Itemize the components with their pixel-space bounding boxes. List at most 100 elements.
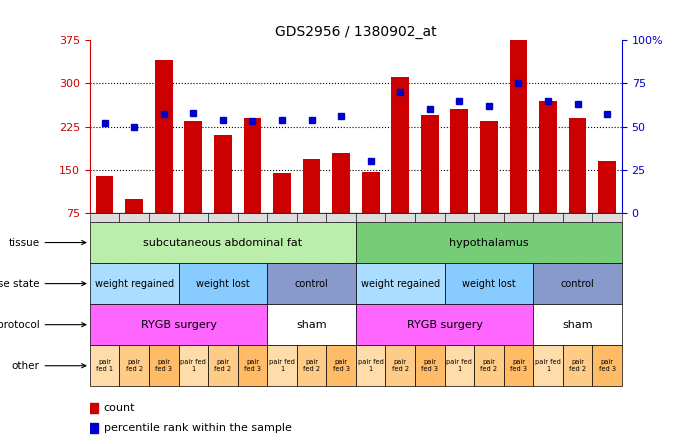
Text: pair
fed 3: pair fed 3: [332, 359, 350, 372]
Text: pair
fed 3: pair fed 3: [155, 359, 172, 372]
Bar: [451, 109, 468, 213]
Bar: [444, 345, 474, 386]
Text: pair
fed 2: pair fed 2: [303, 359, 320, 372]
Title: GDS2956 / 1380902_at: GDS2956 / 1380902_at: [275, 25, 437, 39]
Bar: [391, 78, 409, 213]
Bar: [356, 222, 622, 263]
Text: protocol: protocol: [0, 320, 86, 330]
Bar: [120, 345, 149, 386]
Bar: [562, 345, 592, 386]
Bar: [238, 213, 267, 222]
Bar: [539, 101, 557, 213]
Bar: [562, 213, 592, 222]
Bar: [362, 171, 379, 213]
Text: weight regained: weight regained: [361, 278, 439, 289]
Text: disease state: disease state: [0, 278, 86, 289]
Bar: [480, 121, 498, 213]
Bar: [356, 345, 386, 386]
Bar: [415, 213, 444, 222]
Text: pair
fed 3: pair fed 3: [244, 359, 261, 372]
Text: sham: sham: [562, 320, 593, 330]
Bar: [386, 345, 415, 386]
Bar: [592, 213, 622, 222]
Bar: [296, 345, 326, 386]
Bar: [155, 60, 173, 213]
Bar: [149, 345, 178, 386]
Bar: [509, 40, 527, 213]
Bar: [296, 213, 326, 222]
Bar: [178, 345, 208, 386]
Bar: [96, 176, 113, 213]
Bar: [90, 213, 120, 222]
Bar: [474, 345, 504, 386]
Bar: [125, 199, 143, 213]
Bar: [238, 345, 267, 386]
Bar: [208, 345, 238, 386]
Bar: [120, 213, 149, 222]
Bar: [533, 213, 562, 222]
Bar: [214, 135, 231, 213]
Bar: [267, 263, 356, 304]
Bar: [533, 345, 562, 386]
Text: sham: sham: [296, 320, 327, 330]
Text: control: control: [294, 278, 328, 289]
Bar: [332, 153, 350, 213]
Text: weight regained: weight regained: [95, 278, 173, 289]
Bar: [415, 345, 444, 386]
Bar: [592, 345, 622, 386]
Bar: [90, 304, 267, 345]
Text: percentile rank within the sample: percentile rank within the sample: [104, 424, 292, 433]
Bar: [504, 345, 533, 386]
Bar: [356, 263, 444, 304]
Bar: [178, 263, 267, 304]
Bar: [208, 213, 238, 222]
Bar: [90, 222, 356, 263]
Text: pair
fed 2: pair fed 2: [480, 359, 498, 372]
Text: pair fed
1: pair fed 1: [180, 359, 206, 372]
Bar: [569, 118, 587, 213]
Bar: [533, 263, 622, 304]
Text: pair
fed 3: pair fed 3: [510, 359, 527, 372]
Bar: [598, 161, 616, 213]
Bar: [444, 213, 474, 222]
Text: pair
fed 2: pair fed 2: [126, 359, 143, 372]
Bar: [90, 263, 178, 304]
Bar: [178, 213, 208, 222]
Text: subcutaneous abdominal fat: subcutaneous abdominal fat: [143, 238, 303, 248]
Text: pair fed
1: pair fed 1: [358, 359, 384, 372]
Bar: [326, 345, 356, 386]
Bar: [386, 213, 415, 222]
Bar: [356, 304, 533, 345]
Bar: [504, 213, 533, 222]
Bar: [267, 304, 356, 345]
Text: RYGB surgery: RYGB surgery: [140, 320, 216, 330]
Bar: [444, 263, 533, 304]
Text: pair
fed 2: pair fed 2: [569, 359, 586, 372]
Bar: [303, 159, 321, 213]
Text: pair fed
1: pair fed 1: [269, 359, 295, 372]
Bar: [184, 121, 202, 213]
Bar: [326, 213, 356, 222]
Text: pair
fed 3: pair fed 3: [598, 359, 616, 372]
Text: pair
fed 2: pair fed 2: [392, 359, 409, 372]
Bar: [243, 118, 261, 213]
Text: hypothalamus: hypothalamus: [449, 238, 529, 248]
Text: pair fed
1: pair fed 1: [446, 359, 472, 372]
Bar: [533, 304, 622, 345]
Text: tissue: tissue: [8, 238, 86, 248]
Text: pair
fed 1: pair fed 1: [96, 359, 113, 372]
Text: RYGB surgery: RYGB surgery: [406, 320, 482, 330]
Text: other: other: [12, 361, 86, 371]
Text: weight lost: weight lost: [462, 278, 515, 289]
Text: pair fed
1: pair fed 1: [535, 359, 561, 372]
Text: weight lost: weight lost: [196, 278, 249, 289]
Bar: [474, 213, 504, 222]
Bar: [356, 213, 386, 222]
Bar: [273, 173, 291, 213]
Text: control: control: [560, 278, 594, 289]
Bar: [149, 213, 178, 222]
Bar: [267, 213, 296, 222]
Text: pair
fed 2: pair fed 2: [214, 359, 231, 372]
Text: count: count: [104, 404, 135, 413]
Bar: [421, 115, 439, 213]
